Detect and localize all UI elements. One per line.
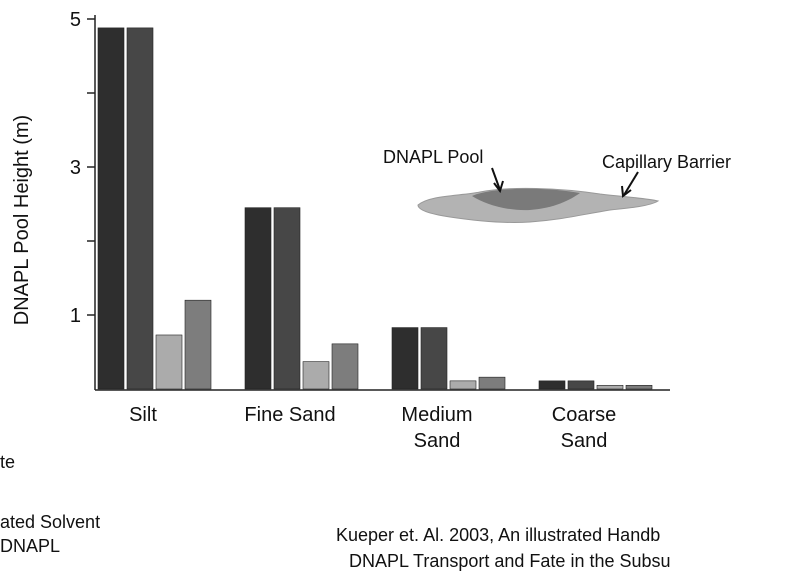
bar <box>392 328 418 389</box>
arrow <box>624 172 638 195</box>
bar <box>626 385 652 389</box>
x-tick-label: Coarse Sand <box>514 402 654 454</box>
y-tick-label: 5 <box>70 9 81 31</box>
y-tick-label: 1 <box>70 305 81 327</box>
bar <box>332 344 358 389</box>
bar <box>127 28 153 389</box>
bar <box>156 335 182 389</box>
bar <box>597 385 623 389</box>
x-tick-label: Fine Sand <box>220 402 360 428</box>
legend-fragment: DNAPL <box>0 536 60 557</box>
bar <box>450 381 476 389</box>
bar <box>98 28 124 389</box>
bar <box>185 300 211 389</box>
bar <box>245 208 271 389</box>
annotation: Capillary Barrier <box>602 152 731 173</box>
x-tick-label: Silt <box>73 402 213 428</box>
source: Kueper et. Al. 2003, An illustrated Hand… <box>336 525 660 546</box>
page: {"chart_data": {"type": "bar", "y_label"… <box>0 0 787 573</box>
chart: DNAPL Pool Height (m) 1 3 5 <box>0 0 787 573</box>
bar <box>568 381 594 389</box>
bar <box>539 381 565 389</box>
y-axis-label: DNAPL Pool Height (m) <box>11 115 33 325</box>
bar <box>274 208 300 389</box>
legend-fragment: ated Solvent <box>0 512 100 533</box>
bar <box>303 362 329 389</box>
legend-fragment: te <box>0 452 15 473</box>
y-tick-label: 3 <box>70 157 81 179</box>
annotation: DNAPL Pool <box>383 147 483 168</box>
bar <box>421 328 447 389</box>
x-tick-label: Medium Sand <box>367 402 507 454</box>
bar <box>479 377 505 389</box>
source: DNAPL Transport and Fate in the Subsu <box>349 551 671 572</box>
